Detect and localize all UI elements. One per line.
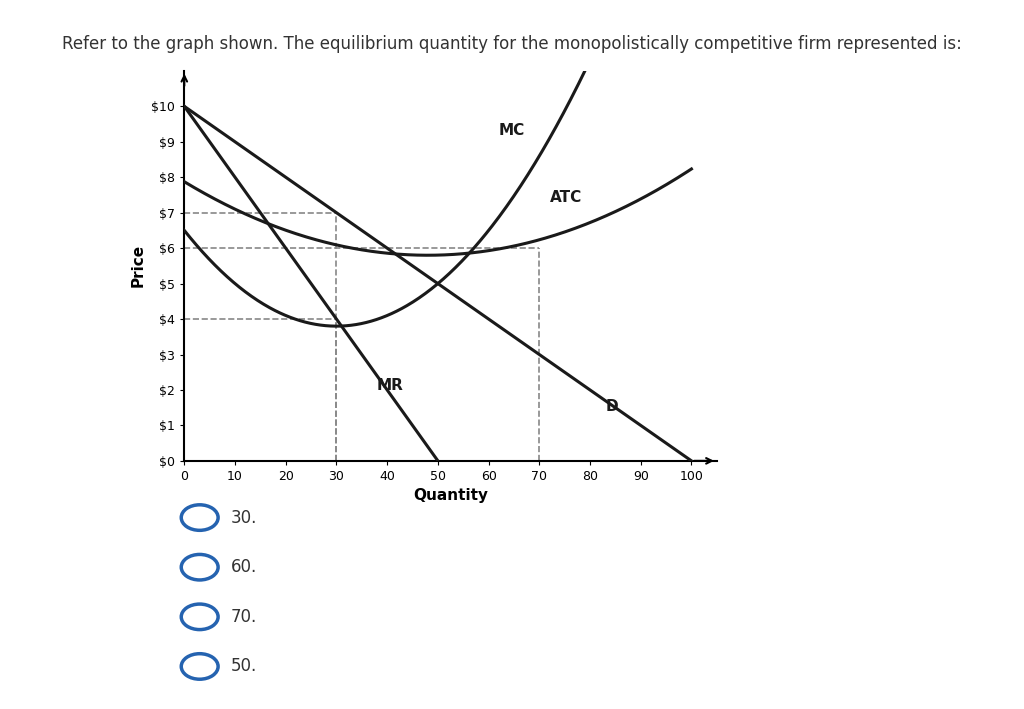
Text: MC: MC [499, 123, 525, 138]
Text: 30.: 30. [230, 508, 257, 527]
Text: 70.: 70. [230, 608, 257, 626]
Text: 60.: 60. [230, 558, 257, 576]
Text: D: D [605, 399, 617, 414]
Text: MR: MR [377, 378, 403, 393]
Y-axis label: Price: Price [131, 245, 145, 287]
Text: 50.: 50. [230, 657, 257, 676]
X-axis label: Quantity: Quantity [413, 489, 488, 503]
Text: Refer to the graph shown. The equilibrium quantity for the monopolistically comp: Refer to the graph shown. The equilibriu… [62, 35, 962, 53]
Text: ATC: ATC [550, 190, 582, 205]
